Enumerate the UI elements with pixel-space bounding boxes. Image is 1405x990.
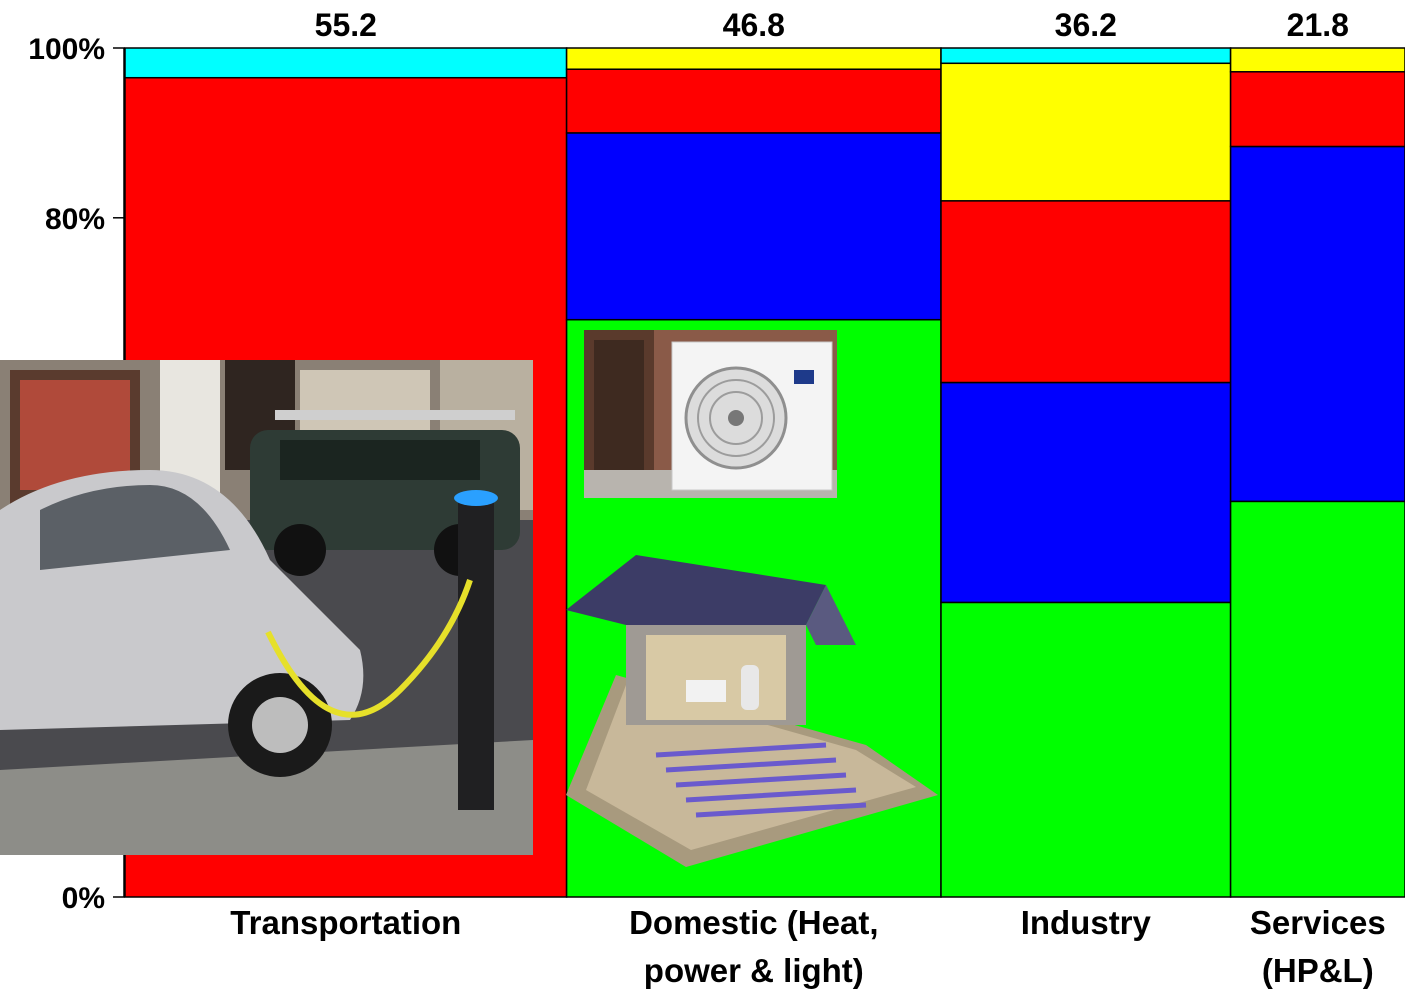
y-tick-label: 0% bbox=[62, 882, 105, 915]
category-label: (HP&L) bbox=[1262, 952, 1374, 989]
bar-segment-1-3 bbox=[565, 47, 942, 70]
category-label: Services bbox=[1250, 904, 1386, 941]
bar-total-label: 21.8 bbox=[1287, 7, 1349, 43]
category-label: Industry bbox=[1021, 904, 1152, 941]
category-label: Domestic (Heat, bbox=[629, 904, 878, 941]
y-tick-label: 80% bbox=[45, 203, 105, 236]
bar-segment-2-3 bbox=[940, 62, 1232, 202]
bar-segment-2-0 bbox=[940, 601, 1232, 898]
bar-total-label: 46.8 bbox=[723, 7, 785, 43]
bar-segment-3-2 bbox=[1229, 71, 1405, 148]
bar-total-label: 55.2 bbox=[315, 7, 377, 43]
bar-segment-3-3 bbox=[1229, 47, 1405, 73]
bar-segment-2-2 bbox=[940, 200, 1232, 384]
bar-segment-1-2 bbox=[565, 68, 942, 134]
bar-segment-0-4 bbox=[124, 47, 568, 79]
bar-segment-3-0 bbox=[1229, 500, 1405, 898]
electric-car-photo bbox=[0, 360, 533, 855]
bar-segment-2-1 bbox=[940, 381, 1232, 604]
bar-total-label: 36.2 bbox=[1055, 7, 1117, 43]
heat-pump-photo bbox=[584, 330, 837, 498]
category-label: power & light) bbox=[644, 952, 864, 989]
bar-segment-3-1 bbox=[1229, 145, 1405, 503]
bar-segment-1-1 bbox=[565, 132, 942, 321]
category-label: Transportation bbox=[230, 904, 461, 941]
bar-segment-2-4 bbox=[940, 47, 1232, 65]
y-tick-label: 100% bbox=[28, 33, 105, 66]
house-illustration bbox=[566, 555, 938, 867]
